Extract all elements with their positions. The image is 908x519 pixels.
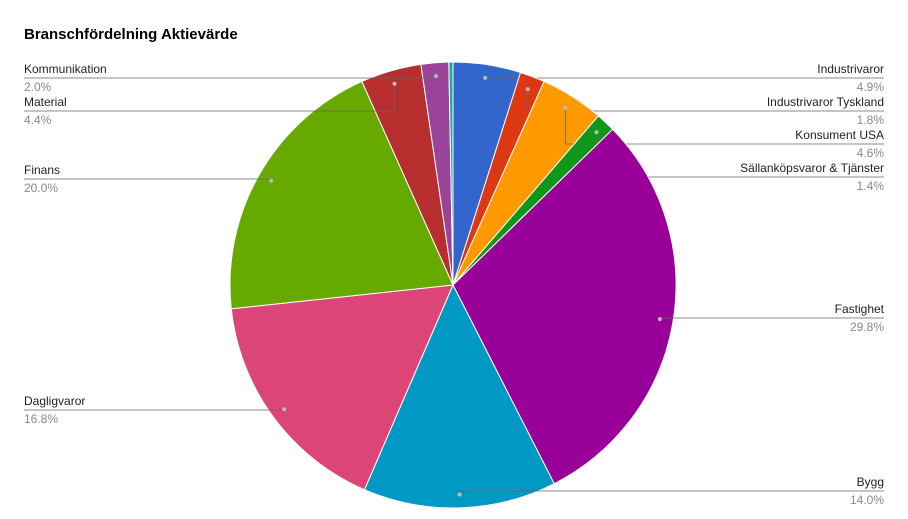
pie-slice	[229, 80, 454, 310]
leader-dot	[269, 178, 274, 183]
slice-label: Bygg	[857, 475, 884, 489]
leader-dot	[392, 81, 397, 86]
pie-slice	[452, 128, 677, 485]
leader-dot	[594, 130, 599, 135]
leader-dot	[525, 87, 530, 92]
slice-value: 4.6%	[857, 146, 885, 160]
leader-line	[527, 89, 884, 112]
leader-dot	[433, 74, 438, 79]
slice-value: 1.8%	[857, 113, 885, 127]
leader-dot	[457, 492, 462, 497]
slice-label: Kommunikation	[24, 62, 107, 76]
leader-line	[564, 108, 884, 145]
slice-value: 4.4%	[24, 113, 52, 127]
leader-dot	[563, 106, 568, 111]
slice-value: 16.8%	[24, 412, 58, 426]
chart-title: Branschfördelning Aktievärde	[24, 26, 238, 43]
slice-value: 14.0%	[850, 493, 884, 507]
pie-slice	[363, 283, 555, 509]
leader-dot	[483, 75, 488, 80]
slice-value: 20.0%	[24, 181, 58, 195]
slice-value: 2.0%	[24, 80, 52, 94]
leader-dot	[657, 317, 662, 322]
slice-label: Finans	[24, 163, 60, 177]
slice-value: 29.8%	[850, 320, 884, 334]
slice-label: Sällanköpsvaror & Tjänster	[740, 161, 884, 175]
slice-label: Industrivaror Tyskland	[767, 95, 884, 109]
slice-label: Dagligvaror	[24, 394, 85, 408]
slice-label: Industrivaror	[817, 62, 884, 76]
leader-line	[24, 83, 395, 112]
leader-dot	[282, 407, 287, 412]
pie-slice	[448, 61, 454, 286]
pie-slice	[230, 284, 454, 491]
slice-value: 4.9%	[857, 80, 885, 94]
slice-value: 1.4%	[857, 179, 885, 193]
slice-label: Fastighet	[835, 302, 885, 316]
slice-label: Material	[24, 95, 67, 109]
slice-label: Konsument USA	[795, 128, 884, 142]
